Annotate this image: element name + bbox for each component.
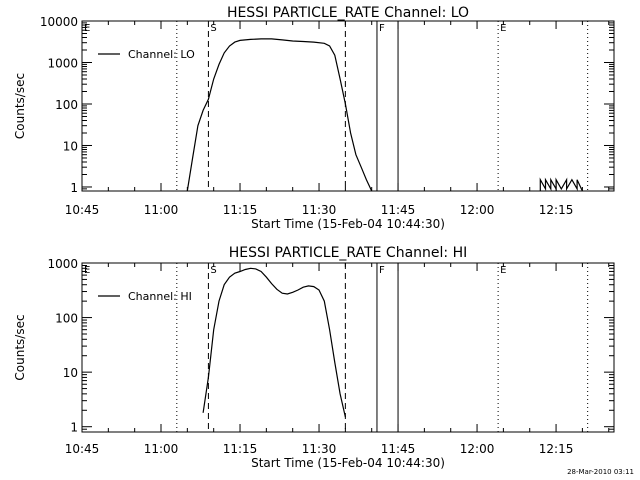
event-marker-label: F [379, 265, 385, 276]
y-tick-label: 10 [63, 139, 78, 153]
x-tick-label: 12:00 [460, 203, 495, 217]
y-tick-label: 1000 [47, 257, 78, 271]
y-axis-label: Counts/sec [13, 73, 27, 139]
y-axis-label: Counts/sec [13, 314, 27, 380]
y-tick-label: 100 [55, 312, 78, 326]
y-tick-label: 1000 [47, 56, 78, 70]
x-tick-label: 11:30 [302, 203, 337, 217]
x-tick-label: 11:00 [144, 442, 179, 456]
y-tick-label: 1 [70, 181, 78, 195]
x-tick-label: 11:15 [223, 203, 258, 217]
y-tick-label: 10 [63, 366, 78, 380]
y-tick-label: 1 [70, 421, 78, 435]
lo-channel-panel: HESSI PARTICLE_RATE Channel: LO E S F E 1 10 10… [13, 5, 615, 231]
x-tick-label: 11:45 [381, 442, 416, 456]
footer-timestamp: 28-Mar-2010 03:11 [567, 468, 634, 476]
chart-title: HESSI PARTICLE_RATE Channel: HI [229, 245, 467, 261]
series-line [539, 177, 583, 192]
legend-label: Channel: LO [128, 48, 195, 61]
x-tick-label: 10:45 [65, 203, 100, 217]
x-axis-label: Start Time (15-Feb-04 10:44:30) [251, 217, 445, 231]
event-marker-label: E [500, 23, 506, 34]
y-tick-label: 100 [55, 98, 78, 112]
x-tick-label: 12:15 [539, 442, 574, 456]
x-tick-label: 11:00 [144, 203, 179, 217]
event-marker-label: E [500, 265, 506, 276]
chart-title: HESSI PARTICLE_RATE Channel: LO [227, 5, 469, 21]
x-axis-label: Start Time (15-Feb-04 10:44:30) [251, 456, 445, 470]
series-line [186, 38, 373, 192]
hi-channel-panel: HESSI PARTICLE_RATE Channel: HI E S F E 1 10 10… [13, 245, 615, 470]
event-marker-label: E [84, 23, 90, 34]
x-tick-label: 11:30 [302, 442, 337, 456]
legend-label: Channel: HI [128, 290, 192, 303]
x-tick-label: 11:45 [381, 203, 416, 217]
event-marker-label: S [210, 23, 216, 34]
x-tick-label: 11:15 [223, 442, 258, 456]
y-tick-label: 10000 [40, 15, 78, 29]
event-marker-label: S [210, 265, 216, 276]
series-line [202, 267, 346, 418]
x-tick-label: 12:00 [460, 442, 495, 456]
x-tick-label: 10:45 [65, 442, 100, 456]
plot-frame [81, 20, 615, 192]
event-marker-label: E [84, 265, 90, 276]
x-tick-label: 12:15 [539, 203, 574, 217]
plot-frame [81, 262, 615, 433]
event-marker-label: F [379, 23, 385, 34]
